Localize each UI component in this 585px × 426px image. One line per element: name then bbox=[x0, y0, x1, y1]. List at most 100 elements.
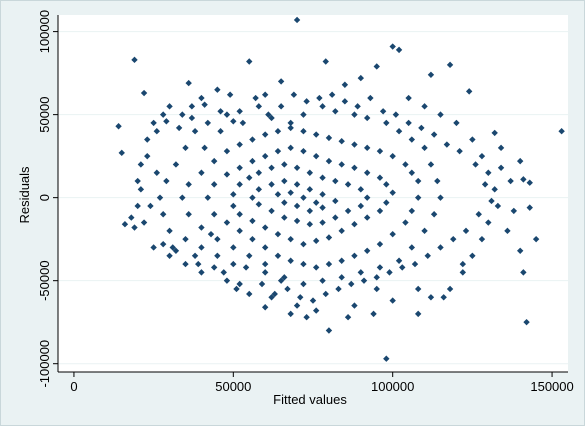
data-point bbox=[373, 63, 380, 70]
data-point bbox=[185, 181, 192, 188]
data-point bbox=[446, 61, 454, 69]
data-point bbox=[159, 240, 167, 248]
data-point bbox=[306, 186, 314, 193]
data-point bbox=[424, 252, 431, 259]
data-point bbox=[169, 244, 176, 251]
data-point bbox=[137, 186, 145, 193]
data-point bbox=[363, 114, 371, 122]
data-point bbox=[516, 247, 524, 254]
x-tick-label: 50000 bbox=[215, 379, 251, 394]
data-point bbox=[242, 264, 250, 271]
data-point bbox=[319, 191, 326, 198]
data-point bbox=[210, 181, 218, 188]
data-point bbox=[376, 174, 384, 181]
data-point bbox=[526, 179, 533, 186]
data-point bbox=[373, 274, 380, 281]
data-point bbox=[268, 181, 275, 188]
plot-area bbox=[58, 15, 568, 372]
data-point bbox=[469, 136, 476, 143]
data-point bbox=[191, 252, 199, 259]
data-point bbox=[255, 103, 263, 110]
data-point bbox=[147, 202, 154, 210]
data-point bbox=[332, 108, 339, 115]
data-point bbox=[389, 297, 396, 304]
data-point bbox=[268, 114, 275, 122]
data-point bbox=[191, 128, 199, 135]
data-point bbox=[459, 260, 467, 268]
data-point bbox=[360, 277, 368, 284]
data-point bbox=[558, 128, 565, 135]
data-point bbox=[274, 128, 282, 135]
data-point bbox=[207, 230, 215, 238]
data-point bbox=[351, 164, 358, 171]
y-axis-label: Residuals bbox=[17, 166, 32, 224]
data-point bbox=[491, 186, 498, 193]
data-point bbox=[434, 177, 441, 185]
data-point bbox=[300, 111, 307, 118]
y-axis-ticks: -100000 -50000 0 50000 100000 bbox=[37, 10, 58, 388]
data-point bbox=[312, 264, 320, 271]
data-point bbox=[344, 181, 352, 188]
data-point bbox=[198, 94, 205, 102]
data-point bbox=[150, 119, 157, 127]
data-point bbox=[427, 294, 435, 301]
data-point bbox=[421, 144, 428, 152]
data-point bbox=[421, 103, 428, 110]
data-point bbox=[274, 147, 282, 155]
data-point bbox=[249, 235, 256, 243]
data-point bbox=[198, 269, 205, 276]
data-point bbox=[414, 310, 422, 318]
data-point bbox=[230, 260, 237, 268]
data-point bbox=[338, 227, 345, 235]
data-point bbox=[287, 119, 294, 127]
data-point bbox=[516, 157, 524, 165]
data-point bbox=[497, 144, 505, 152]
data-point bbox=[166, 103, 173, 110]
data-point bbox=[510, 207, 518, 215]
data-point bbox=[198, 244, 205, 251]
data-point bbox=[287, 310, 294, 318]
data-point bbox=[351, 111, 358, 118]
data-point bbox=[175, 124, 183, 132]
data-point bbox=[293, 16, 301, 24]
data-point bbox=[300, 128, 307, 135]
data-point bbox=[300, 147, 307, 155]
data-point bbox=[430, 211, 438, 218]
data-point bbox=[312, 307, 320, 314]
data-point bbox=[392, 111, 400, 118]
data-point bbox=[322, 290, 329, 298]
data-point bbox=[230, 202, 237, 210]
data-point bbox=[497, 164, 505, 171]
data-point bbox=[405, 94, 412, 102]
data-point bbox=[357, 186, 365, 193]
data-point bbox=[469, 252, 476, 259]
data-point bbox=[246, 252, 253, 259]
data-point bbox=[284, 285, 291, 293]
data-point bbox=[453, 119, 460, 127]
data-point bbox=[255, 186, 263, 193]
data-point bbox=[249, 194, 256, 201]
data-point bbox=[389, 189, 396, 196]
data-point bbox=[172, 161, 180, 168]
data-point bbox=[201, 144, 208, 152]
data-point bbox=[462, 227, 470, 235]
data-point bbox=[214, 235, 221, 243]
data-point bbox=[309, 297, 317, 304]
data-point bbox=[115, 123, 122, 130]
data-point bbox=[354, 103, 361, 110]
data-point bbox=[198, 224, 205, 231]
data-point bbox=[287, 144, 294, 152]
data-point bbox=[293, 302, 301, 309]
x-tick-label: 100000 bbox=[371, 379, 414, 394]
data-point bbox=[332, 197, 339, 205]
data-point bbox=[507, 177, 514, 185]
data-point bbox=[277, 78, 285, 85]
data-point bbox=[300, 240, 307, 248]
data-point bbox=[277, 103, 285, 110]
data-point bbox=[325, 157, 333, 165]
data-point bbox=[494, 202, 502, 210]
data-point bbox=[443, 141, 451, 148]
data-point bbox=[300, 280, 307, 288]
data-point bbox=[261, 269, 269, 276]
data-point bbox=[290, 91, 298, 98]
